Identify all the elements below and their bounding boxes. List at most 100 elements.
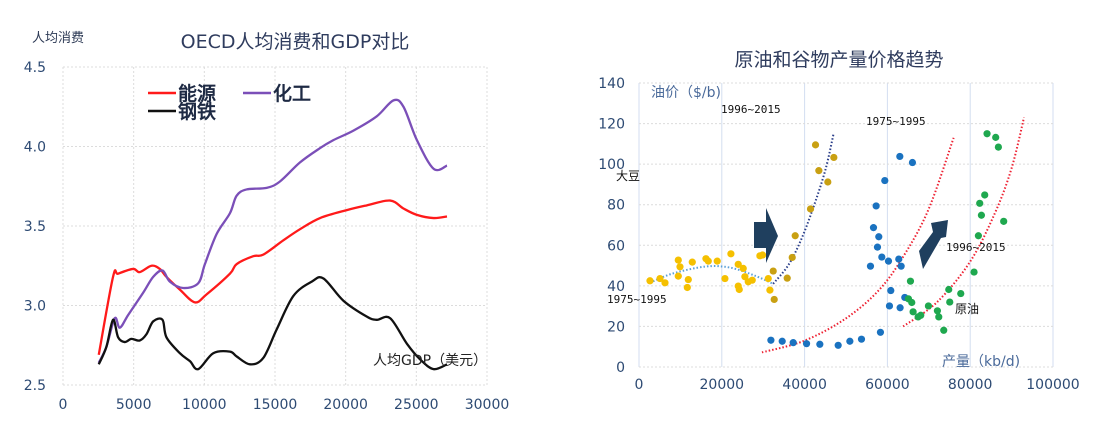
scatter-point (897, 262, 905, 270)
scatter-point (735, 285, 743, 294)
right-x-tick-label: 80000 (948, 377, 993, 393)
scatter-point (935, 313, 943, 321)
scatter-point (881, 176, 889, 185)
scatter-point (866, 262, 875, 270)
left-y-axis-label: 人均消费 (32, 31, 84, 46)
right-y-tick-label: 40 (607, 279, 625, 295)
scatter-point (834, 341, 842, 349)
right-chart: 原油和谷物产量价格趋势 0 20000 40000 60000 80000 1000000… (598, 49, 1079, 393)
scatter-point (946, 298, 954, 306)
scatter-point (994, 143, 1002, 151)
annotation-oil-1996-2015: 1996~2015 (946, 241, 1006, 254)
right-y-tick-label: 100 (598, 157, 625, 173)
scatter-point (924, 302, 933, 310)
legend-label-chemical: 化工 (273, 82, 311, 105)
scatter-point (769, 267, 777, 275)
left-series-lines (97, 98, 448, 371)
scatter-point (661, 279, 669, 287)
scatter-point (908, 158, 917, 167)
scatter-point (734, 260, 742, 268)
scatter-point (802, 340, 811, 348)
right-x-tick-label: 40000 (782, 377, 827, 393)
scatter-point (976, 199, 984, 207)
series-line-化工 (97, 98, 448, 364)
scatter-point (873, 243, 882, 251)
scatter-point (806, 205, 815, 213)
scatter-point (908, 298, 916, 307)
right-chart-title: 原油和谷物产量价格趋势 (734, 49, 943, 71)
scatter-point (940, 326, 948, 334)
scatter-point (713, 257, 721, 265)
scatter-point (896, 152, 904, 161)
scatter-point (783, 274, 791, 282)
scatter-point (896, 304, 904, 312)
scatter-point (770, 295, 778, 304)
scatter-point (970, 268, 978, 276)
scatter-point (992, 133, 1000, 141)
scatter-point (887, 286, 895, 295)
scatter-point (884, 257, 893, 265)
scatter-point (767, 336, 775, 344)
right-trendlines (649, 117, 1025, 354)
scatter-point (885, 302, 894, 310)
scatter-point (983, 130, 991, 138)
scatter-point (739, 264, 747, 273)
left-chart-title: OECD人均消费和GDP对比 (181, 31, 410, 53)
left-x-tick-label: 5000 (116, 397, 152, 413)
scatter-point (917, 311, 925, 319)
annotation-oil-1975-1995: 1975~1995 (866, 115, 926, 128)
scatter-point (895, 255, 903, 263)
annotation-soy-1996-2015: 1996~2015 (721, 103, 781, 116)
left-x-axis-label: 人均GDP（美元） (373, 353, 487, 369)
scatter-point (646, 277, 654, 285)
scatter-point (815, 167, 823, 175)
scatter-point (764, 274, 772, 283)
scatter-point (688, 258, 696, 266)
left-ticks: 0 5000 10000 15000 20000 25000 30000 2.5 3.0 3.5 4… (24, 60, 510, 413)
scatter-point (721, 274, 729, 283)
scatter-point (981, 191, 989, 199)
scatter-point (656, 274, 664, 283)
scatter-point (1000, 217, 1008, 225)
scatter-point (674, 256, 682, 264)
scatter-point (878, 253, 886, 261)
left-chart: 人均消费 OECD人均消费和GDP对比 0 5000 10000 15000 20000… (24, 31, 510, 413)
left-y-tick-label: 4.5 (24, 60, 46, 76)
scatter-point (791, 232, 799, 240)
oil-label: 原油 (955, 302, 979, 316)
right-scatter-points (646, 130, 1008, 349)
legend-label-energy: 能源 (178, 82, 216, 105)
right-y-tick-label: 0 (616, 360, 625, 376)
arrow-up-right-icon (919, 220, 948, 269)
scatter-point (906, 277, 915, 285)
right-grid (638, 82, 1054, 368)
right-x-tick-label: 100000 (1026, 377, 1079, 393)
scatter-point (816, 340, 824, 348)
scatter-point (857, 335, 866, 343)
scatter-point (676, 263, 684, 271)
scatter-point (977, 211, 986, 219)
scatter-point (811, 141, 820, 149)
scatter-point (875, 233, 883, 241)
left-x-tick-label: 10000 (182, 397, 227, 413)
scatter-point (789, 339, 797, 347)
scatter-point (974, 232, 982, 240)
scatter-point (727, 250, 735, 258)
right-y-tick-label: 80 (607, 198, 625, 214)
arrow-right-icon (754, 208, 778, 263)
scatter-point (684, 275, 692, 284)
left-y-tick-label: 2.5 (24, 378, 46, 394)
scatter-point (846, 337, 854, 345)
series-line-钢铁 (97, 276, 448, 371)
scatter-point (788, 253, 796, 262)
left-x-tick-label: 0 (59, 397, 68, 413)
scatter-point (830, 153, 838, 162)
scatter-point (766, 286, 774, 294)
left-y-tick-label: 3.0 (24, 299, 46, 315)
right-ticks: 0 20000 40000 60000 80000 100000 0 20 40 60 80 100 1… (598, 76, 1079, 393)
soybean-label: 大豆 (616, 169, 640, 183)
left-x-tick-label: 25000 (394, 397, 439, 413)
left-y-tick-label: 4.0 (24, 140, 46, 156)
right-y-tick-label: 20 (607, 319, 625, 335)
left-y-tick-label: 3.5 (24, 219, 46, 235)
